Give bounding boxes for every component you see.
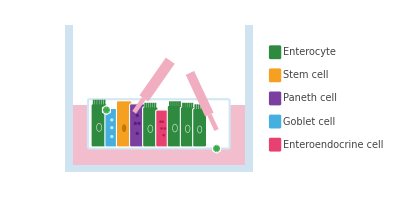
- Circle shape: [102, 111, 104, 113]
- Circle shape: [161, 120, 164, 123]
- Circle shape: [219, 146, 220, 148]
- FancyBboxPatch shape: [154, 103, 156, 109]
- FancyBboxPatch shape: [180, 107, 195, 147]
- Circle shape: [216, 151, 218, 153]
- FancyBboxPatch shape: [156, 110, 170, 147]
- FancyBboxPatch shape: [175, 101, 177, 107]
- FancyBboxPatch shape: [148, 103, 150, 109]
- Circle shape: [106, 112, 107, 114]
- Circle shape: [162, 134, 165, 137]
- FancyBboxPatch shape: [194, 104, 196, 110]
- Polygon shape: [140, 57, 175, 102]
- FancyBboxPatch shape: [196, 104, 198, 110]
- Circle shape: [159, 120, 162, 123]
- Circle shape: [110, 135, 114, 138]
- FancyBboxPatch shape: [104, 100, 106, 106]
- FancyBboxPatch shape: [190, 103, 191, 109]
- Ellipse shape: [185, 125, 190, 132]
- FancyBboxPatch shape: [97, 100, 99, 106]
- FancyBboxPatch shape: [203, 104, 205, 110]
- FancyBboxPatch shape: [144, 103, 146, 109]
- FancyBboxPatch shape: [177, 101, 179, 107]
- FancyBboxPatch shape: [116, 101, 132, 147]
- Circle shape: [106, 106, 107, 108]
- Circle shape: [164, 127, 166, 130]
- FancyBboxPatch shape: [173, 101, 175, 107]
- FancyBboxPatch shape: [171, 101, 173, 107]
- FancyBboxPatch shape: [150, 103, 152, 109]
- FancyBboxPatch shape: [95, 100, 97, 106]
- Polygon shape: [102, 105, 110, 115]
- Polygon shape: [132, 97, 146, 114]
- Circle shape: [108, 107, 110, 109]
- FancyBboxPatch shape: [199, 104, 200, 110]
- Text: Enterocyte: Enterocyte: [283, 47, 336, 57]
- Polygon shape: [212, 144, 220, 153]
- Bar: [245, 25, 253, 172]
- FancyBboxPatch shape: [105, 109, 119, 147]
- Polygon shape: [180, 58, 194, 75]
- FancyBboxPatch shape: [269, 45, 281, 59]
- FancyBboxPatch shape: [88, 99, 230, 148]
- FancyBboxPatch shape: [146, 103, 148, 109]
- FancyBboxPatch shape: [91, 104, 107, 147]
- FancyBboxPatch shape: [102, 100, 103, 106]
- Circle shape: [110, 126, 114, 129]
- FancyBboxPatch shape: [269, 69, 281, 82]
- FancyBboxPatch shape: [269, 138, 281, 152]
- Ellipse shape: [122, 124, 126, 132]
- Circle shape: [219, 149, 220, 151]
- Circle shape: [108, 111, 110, 113]
- Bar: [65, 105, 253, 172]
- Text: Paneth cell: Paneth cell: [283, 93, 337, 103]
- Ellipse shape: [198, 126, 202, 133]
- Bar: [65, 165, 253, 172]
- FancyBboxPatch shape: [143, 107, 158, 147]
- Ellipse shape: [96, 123, 102, 131]
- FancyBboxPatch shape: [152, 103, 154, 109]
- Bar: [72, 25, 245, 105]
- Circle shape: [138, 122, 141, 125]
- FancyBboxPatch shape: [130, 104, 145, 147]
- Ellipse shape: [172, 124, 178, 132]
- FancyBboxPatch shape: [93, 100, 95, 106]
- Polygon shape: [166, 46, 183, 64]
- FancyBboxPatch shape: [269, 91, 281, 105]
- Text: Stem cell: Stem cell: [283, 70, 328, 80]
- Text: Enteroendocrine cell: Enteroendocrine cell: [283, 140, 383, 150]
- Circle shape: [102, 107, 104, 109]
- FancyBboxPatch shape: [188, 103, 190, 109]
- Circle shape: [136, 132, 139, 135]
- FancyBboxPatch shape: [182, 103, 184, 109]
- FancyBboxPatch shape: [191, 103, 193, 109]
- FancyBboxPatch shape: [201, 104, 203, 110]
- Circle shape: [213, 149, 214, 151]
- Circle shape: [110, 118, 114, 122]
- Circle shape: [134, 122, 137, 125]
- Circle shape: [136, 114, 139, 117]
- Polygon shape: [207, 114, 219, 131]
- Polygon shape: [186, 71, 214, 117]
- FancyBboxPatch shape: [179, 101, 181, 107]
- Bar: [65, 25, 72, 172]
- FancyBboxPatch shape: [167, 105, 183, 147]
- Circle shape: [160, 127, 163, 130]
- Ellipse shape: [148, 125, 153, 132]
- Text: Goblet cell: Goblet cell: [283, 117, 335, 127]
- FancyBboxPatch shape: [184, 103, 186, 109]
- FancyBboxPatch shape: [269, 115, 281, 129]
- FancyBboxPatch shape: [186, 103, 188, 109]
- FancyBboxPatch shape: [169, 101, 171, 107]
- FancyBboxPatch shape: [193, 109, 206, 147]
- Circle shape: [213, 146, 214, 148]
- Circle shape: [216, 144, 218, 146]
- FancyBboxPatch shape: [99, 100, 101, 106]
